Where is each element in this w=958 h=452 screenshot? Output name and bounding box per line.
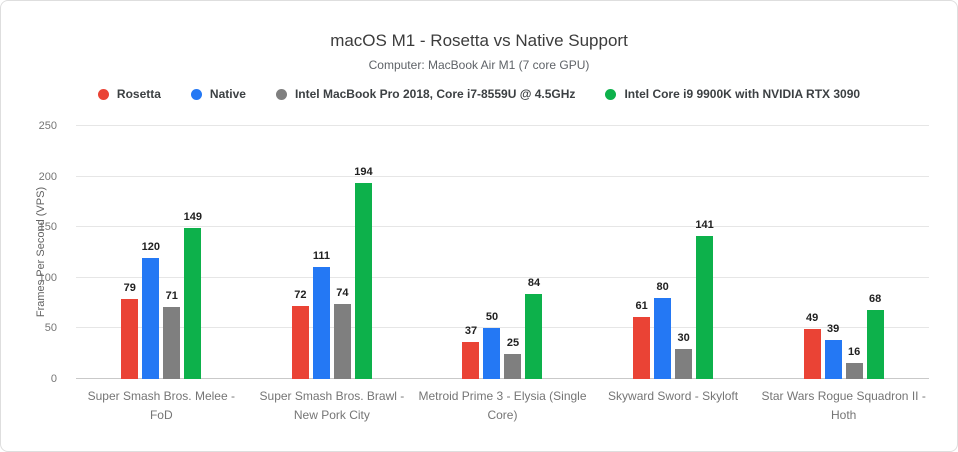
y-tick-label: 150 xyxy=(38,221,57,234)
gridline xyxy=(76,276,929,278)
legend-item: Native xyxy=(190,87,246,101)
bar-value-label: 39 xyxy=(827,322,840,335)
bar-value-label: 72 xyxy=(294,289,307,302)
bar: 74 xyxy=(333,287,351,379)
bar-value-label: 111 xyxy=(312,249,330,262)
bar: 68 xyxy=(866,293,884,379)
bar-value-label: 37 xyxy=(464,324,478,337)
legend-item: Intel MacBook Pro 2018, Core i7-8559U @ … xyxy=(275,87,576,101)
chart-title: macOS M1 - Rosetta vs Native Support xyxy=(330,31,628,50)
bar-value-label: 194 xyxy=(354,165,373,178)
bar-groups: 79 120 71 149 72 111 74 194 37 50 25 84 61 80 30 141 49 3… xyxy=(76,126,929,379)
legend-color-dot-icon xyxy=(190,88,202,100)
bar-value-label: 74 xyxy=(336,287,349,300)
bar: 79 xyxy=(121,282,139,379)
bar: 25 xyxy=(504,337,522,379)
x-category-label-text: Skyward Sword - Skyloft xyxy=(608,389,739,403)
bar-value-label: 61 xyxy=(635,300,648,313)
bar: 84 xyxy=(525,277,543,379)
y-tick-label: 50 xyxy=(44,322,57,335)
bar-value-label: 49 xyxy=(806,312,819,325)
bar: 80 xyxy=(654,281,672,379)
bar-value-label: 71 xyxy=(165,290,178,303)
y-tick-label: 200 xyxy=(38,170,57,183)
gridline xyxy=(76,226,929,228)
bar-value-label: 16 xyxy=(848,345,861,358)
gridline xyxy=(76,175,929,177)
bar: 61 xyxy=(633,300,651,379)
chart-subtitle: Computer: MacBook Air M1 (7 core GPU) xyxy=(368,58,590,72)
x-category-label: Super Smash Bros. Brawl - New Pork City xyxy=(247,387,418,424)
bar: 120 xyxy=(142,241,160,379)
x-category-label-text: Super Smash Bros. Melee - FoD xyxy=(87,389,235,422)
bar-value-label: 149 xyxy=(183,211,202,224)
bar-value-label: 80 xyxy=(656,281,669,294)
x-category-label: Metroid Prime 3 - Elysia (Single Core) xyxy=(417,387,588,424)
legend-item-label: Intel Core i9 9900K with NVIDIA RTX 3090 xyxy=(624,87,861,101)
legend-color-dot-icon xyxy=(605,88,617,100)
x-category-label-text: Star Wars Rogue Squadron II - Hoth xyxy=(761,389,926,422)
gridline xyxy=(76,327,929,329)
y-axis-ticks: 0 50 100 150 200 250 xyxy=(1,120,67,385)
legend-item-label: Rosetta xyxy=(116,87,161,101)
bar-value-label: 79 xyxy=(123,282,136,295)
y-tick-label: 0 xyxy=(50,373,57,385)
bar-value-label: 68 xyxy=(869,293,882,306)
x-category-label: Skyward Sword - Skyloft xyxy=(588,387,759,424)
bar-value-label: 30 xyxy=(677,331,690,344)
x-category-label: Star Wars Rogue Squadron II - Hoth xyxy=(758,387,929,424)
bar-group: 72 111 74 194 xyxy=(247,126,418,379)
bar: 37 xyxy=(462,325,480,379)
bar-value-label: 50 xyxy=(485,311,499,324)
bar: 111 xyxy=(313,250,330,379)
bar-group: 37 50 25 84 xyxy=(417,126,588,379)
bar: 30 xyxy=(675,332,693,379)
bar-group: 49 39 16 68 xyxy=(758,126,929,379)
bar: 194 xyxy=(354,166,373,379)
x-category-label: Super Smash Bros. Melee - FoD xyxy=(76,387,247,424)
bar: 16 xyxy=(845,346,863,379)
x-category-label-text: Metroid Prime 3 - Elysia (Single Core) xyxy=(418,389,587,422)
legend-item-label: Native xyxy=(209,87,246,101)
bar: 49 xyxy=(803,312,821,379)
bar-group: 79 120 71 149 xyxy=(76,126,247,379)
legend-item: Rosetta xyxy=(97,87,161,101)
legend-color-dot-icon xyxy=(275,88,287,100)
x-axis-labels: Super Smash Bros. Melee - FoD Super Smash… xyxy=(76,387,929,424)
bar-value-label: 141 xyxy=(695,219,714,232)
bar: 50 xyxy=(483,311,501,379)
bar: 39 xyxy=(824,323,842,379)
bar-value-label: 25 xyxy=(506,336,520,349)
gridline xyxy=(76,125,929,126)
legend-item-label: Intel MacBook Pro 2018, Core i7-8559U @ … xyxy=(294,87,576,101)
plot-area: 79 120 71 149 72 111 74 194 37 50 25 84 61 80 30 141 49 3… xyxy=(76,125,929,379)
y-tick-label: 250 xyxy=(38,120,57,132)
legend-color-dot-icon xyxy=(97,88,109,100)
bar-value-label: 120 xyxy=(141,240,160,253)
legend: Rosetta Native Intel MacBook Pro 2018, Cor… xyxy=(1,87,957,101)
bar: 149 xyxy=(184,211,202,379)
gridline xyxy=(76,378,929,379)
bar: 72 xyxy=(291,289,309,379)
bar-group: 61 80 30 141 xyxy=(588,126,759,379)
x-category-label-text: Super Smash Bros. Brawl - New Pork City xyxy=(259,389,405,422)
y-tick-label: 100 xyxy=(38,271,57,284)
bar: 141 xyxy=(695,219,714,379)
bar-value-label: 84 xyxy=(527,277,541,289)
legend-item: Intel Core i9 9900K with NVIDIA RTX 3090 xyxy=(605,87,860,101)
bar: 71 xyxy=(163,290,181,379)
